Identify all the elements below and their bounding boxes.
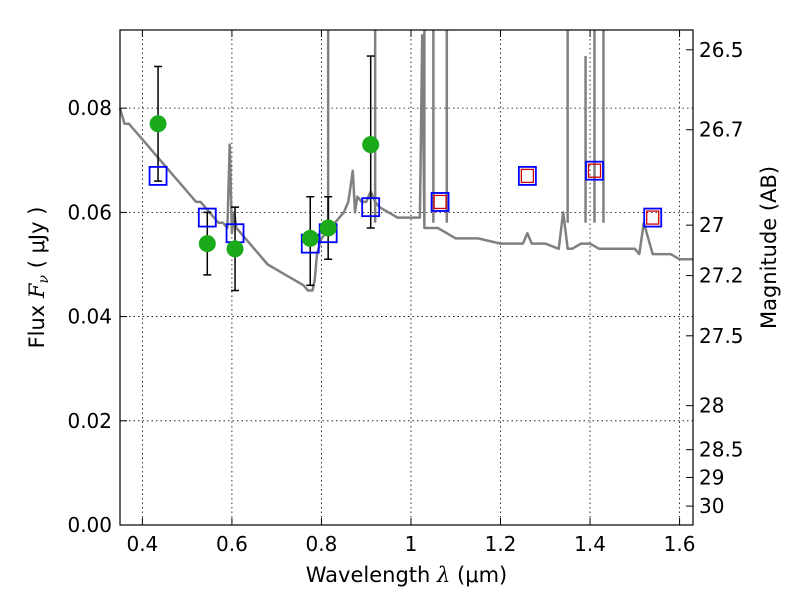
observed-photometry-markers: [149, 115, 380, 258]
y-tick-label: 0.06: [67, 200, 112, 224]
x-tick-label: 0.8: [306, 532, 338, 556]
y2-tick-label: 27.2: [699, 264, 744, 288]
grid: [120, 30, 693, 526]
error-bars: [154, 55, 375, 292]
observed-point: [149, 115, 167, 133]
model-point-square: [148, 165, 168, 186]
x-tick-label: 0.4: [126, 532, 158, 556]
observed-point: [198, 235, 216, 253]
spectrum-line: [118, 33, 693, 292]
observed-point: [319, 219, 337, 237]
model-point-square: [430, 192, 450, 212]
observed-point: [226, 240, 244, 258]
plot-frame: [119, 29, 694, 526]
x-tick-label: 1: [405, 532, 418, 556]
ticks: 0.4 0.6 0.8 1 1.2 1.4 1.6 0.00 0.02 0.04 0.06 0.08 2…: [67, 30, 744, 556]
y2-tick-label: 27.5: [699, 324, 744, 348]
x-tick-label: 1.6: [664, 532, 696, 556]
x-tick-label: 1.4: [574, 532, 606, 556]
model-point-inner-square: [520, 168, 535, 184]
model-point-inner-square: [433, 194, 447, 210]
y2-tick-label: 28: [699, 394, 724, 418]
model-point-inner-square: [646, 210, 660, 225]
y-tick-label: 0.02: [67, 409, 112, 433]
x-tick-label: 1.2: [485, 532, 517, 556]
y2-tick-label: 29: [699, 465, 724, 489]
y2-axis-label: Magnitude (AB): [757, 166, 781, 329]
x-axis-label: Wavelength λ (μm): [306, 563, 507, 587]
y2-tick-label: 26.5: [699, 38, 744, 62]
y2-tick-label: 30: [699, 494, 724, 518]
model-point-square: [361, 197, 381, 218]
model-point-square: [585, 160, 604, 181]
model-point-square: [197, 207, 217, 228]
y-tick-label: 0.08: [67, 96, 112, 120]
y2-tick-label: 26.7: [699, 118, 744, 142]
y-tick-label: 0.00: [67, 513, 112, 537]
model-point-square: [517, 165, 537, 186]
y2-tick-label: 27: [699, 213, 724, 237]
model-point-square: [643, 207, 663, 228]
y-axis-label: Flux Fν ( μJy ): [25, 207, 52, 349]
model-point-inner-square: [587, 163, 602, 178]
x-tick-label: 0.6: [216, 532, 248, 556]
y-tick-label: 0.04: [67, 305, 112, 329]
observed-point: [301, 229, 319, 247]
y2-tick-label: 28.5: [699, 438, 744, 462]
observed-point: [362, 136, 380, 154]
